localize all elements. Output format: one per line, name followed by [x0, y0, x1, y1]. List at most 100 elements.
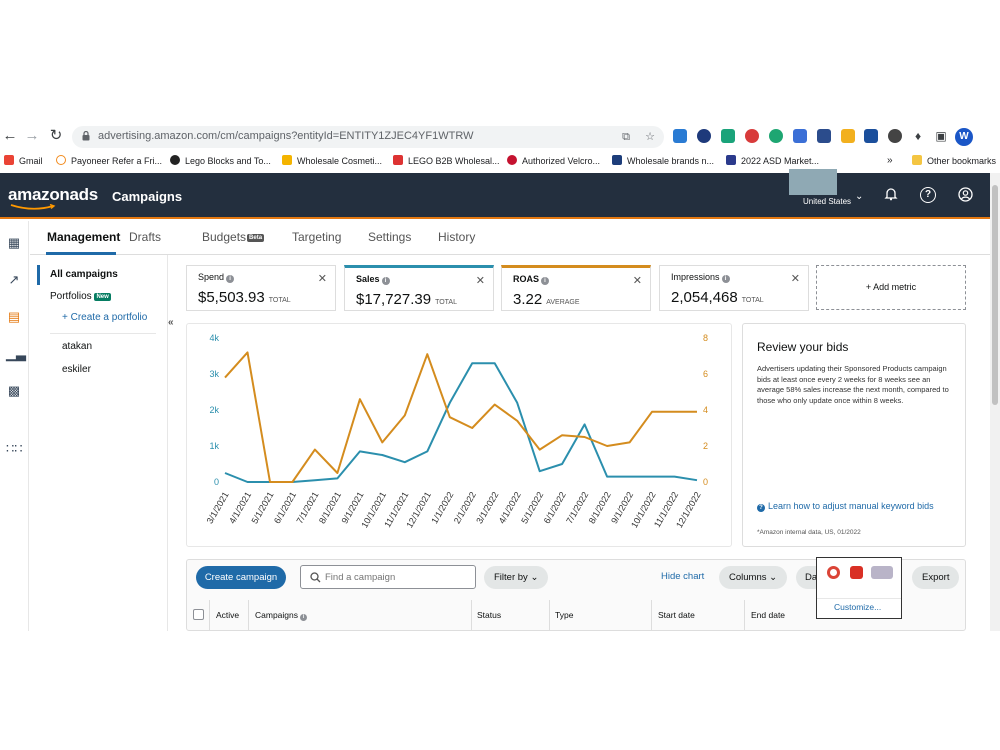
y-right-tick: 0: [703, 477, 708, 487]
page-scrollbar[interactable]: [990, 173, 1000, 631]
extension-icon-9[interactable]: [864, 129, 878, 143]
account-icon[interactable]: [957, 187, 973, 203]
metric-card-sales[interactable]: Sales i $17,727.39 TOTAL ✕: [344, 265, 494, 311]
chevron-down-icon[interactable]: ⌄: [855, 191, 864, 202]
extension-icon-8[interactable]: [841, 129, 855, 143]
extension-icon-6[interactable]: [793, 129, 807, 143]
reload-icon[interactable]: ↻: [49, 127, 63, 144]
column-header-type[interactable]: Type: [555, 610, 574, 620]
customize-link[interactable]: Customize...: [834, 602, 882, 612]
puzzle-icon[interactable]: ♦: [914, 129, 922, 143]
extension-icon-1[interactable]: [673, 129, 687, 143]
review-body: Advertisers updating their Sponsored Pro…: [757, 364, 949, 405]
performance-chart: 01k2k3k4k024683/1/20214/1/20215/1/20216/…: [205, 333, 708, 530]
tab-bar: Management Drafts Budgets Beta Targeting …: [30, 221, 990, 255]
extension-icon-3[interactable]: [721, 129, 735, 143]
column-header-start-date[interactable]: Start date: [658, 610, 695, 620]
other-bookmarks[interactable]: Other bookmarks: [912, 154, 996, 168]
portfolios-heading: Portfolios New: [50, 291, 111, 302]
column-header-end-date[interactable]: End date: [751, 610, 786, 620]
velcro-icon: [507, 155, 517, 165]
share-icon[interactable]: ⧉: [622, 131, 630, 143]
close-icon[interactable]: ✕: [790, 273, 800, 285]
trend-icon[interactable]: ↗: [8, 272, 20, 287]
record-icon[interactable]: [850, 566, 863, 579]
close-icon[interactable]: ✕: [475, 275, 485, 287]
bookmark-lego-blocks[interactable]: Lego Blocks and To...: [170, 154, 271, 168]
bookmark-wholesale-brands[interactable]: Wholesale brands n...: [612, 154, 714, 168]
dashboard-icon[interactable]: ▦: [7, 235, 21, 250]
tab-drafts[interactable]: Drafts: [129, 230, 162, 244]
learn-more-link[interactable]: ? Learn how to adjust manual keyword bids: [757, 500, 953, 513]
extension-icon-2[interactable]: [697, 129, 711, 143]
extension-popup: Customize...: [816, 557, 902, 619]
create-portfolio-link[interactable]: + Create a portfolio: [62, 312, 148, 323]
extension-icon-7[interactable]: [817, 129, 831, 143]
sidepanel-icon[interactable]: ▣: [935, 129, 947, 143]
bookmark-velcro[interactable]: Authorized Velcro...: [507, 154, 600, 168]
portfolio-item[interactable]: eskiler: [62, 364, 91, 375]
add-metric-button[interactable]: + Add metric: [816, 265, 966, 310]
apps-grid-icon[interactable]: ∷∷: [6, 441, 23, 456]
bookmark-asd-market[interactable]: 2022 ASD Market...: [726, 154, 819, 168]
metric-card-spend[interactable]: Spend i $5,503.93 TOTAL ✕: [186, 265, 336, 311]
column-header-status[interactable]: Status: [477, 610, 502, 620]
column-header-campaigns[interactable]: Campaigns i: [255, 610, 307, 621]
portfolio-panel: All campaigns Portfolios New + Create a …: [37, 255, 168, 631]
close-icon[interactable]: ✕: [317, 273, 327, 285]
filter-button[interactable]: Filter by ⌄: [484, 566, 549, 589]
bookmarks-overflow[interactable]: »: [887, 155, 893, 166]
metric-card-impressions[interactable]: Impressions i 2,054,468 TOTAL ✕: [659, 265, 809, 311]
hide-chart-link[interactable]: Hide chart: [661, 571, 705, 582]
metric-value: $17,727.39: [356, 291, 432, 308]
export-button[interactable]: Export: [912, 566, 960, 589]
bookmark-lego-b2b[interactable]: LEGO B2B Wholesal...: [393, 154, 500, 168]
columns-button[interactable]: Columns ⌄: [719, 566, 788, 589]
roas-series-line[interactable]: [224, 351, 697, 483]
tab-management[interactable]: Management: [47, 230, 121, 244]
forward-icon[interactable]: →: [24, 127, 40, 144]
help-icon[interactable]: ?: [920, 187, 936, 203]
search-box[interactable]: [300, 565, 476, 589]
address-bar[interactable]: advertising.amazon.com/cm/campaigns?enti…: [72, 126, 664, 148]
bookmark-payoneer[interactable]: Payoneer Refer a Fri...: [56, 154, 162, 168]
media-icon[interactable]: ▩: [7, 383, 21, 398]
bookmark-gmail[interactable]: Gmail: [4, 154, 43, 168]
extension-icon-5[interactable]: [769, 129, 783, 143]
info-icon: i: [300, 614, 307, 621]
metric-card-roas[interactable]: ROAS i 3.22 AVERAGE ✕: [501, 265, 651, 311]
profile-avatar[interactable]: W: [955, 128, 973, 146]
tab-history[interactable]: History: [438, 230, 476, 244]
back-icon[interactable]: ←: [2, 127, 18, 144]
all-campaigns-link[interactable]: All campaigns: [50, 269, 118, 280]
create-campaign-button[interactable]: Create campaign: [196, 566, 286, 589]
sales-series-line[interactable]: [224, 362, 698, 483]
search-input[interactable]: [325, 569, 473, 585]
extension-icon-10[interactable]: [888, 129, 902, 143]
y-left-tick: 3k: [209, 369, 219, 379]
star-icon[interactable]: ☆: [645, 131, 655, 143]
portfolio-item[interactable]: atakan: [62, 341, 93, 352]
pen-icon[interactable]: [871, 566, 893, 579]
tab-targeting[interactable]: Targeting: [292, 230, 342, 244]
y-right-tick: 8: [703, 333, 708, 343]
collapse-panel-icon[interactable]: «: [168, 317, 174, 328]
extension-icon-4[interactable]: [745, 129, 759, 143]
folder-icon: [912, 155, 922, 165]
tab-budgets[interactable]: Budgets Beta: [202, 230, 265, 244]
chrome-icon[interactable]: [827, 566, 840, 579]
info-icon: i: [541, 277, 550, 285]
amazon-ads-logo[interactable]: amazonads: [8, 185, 98, 210]
close-icon[interactable]: ✕: [632, 275, 642, 287]
reports-icon[interactable]: ▁▃: [6, 346, 26, 361]
chevron-down-icon: ⌄: [530, 572, 539, 583]
marketplace-selector[interactable]: United States: [803, 197, 852, 206]
bookmark-wholesale-cosmetics[interactable]: Wholesale Cosmeti...: [282, 154, 382, 168]
bell-icon[interactable]: [883, 187, 899, 203]
column-header-active[interactable]: Active: [216, 610, 240, 620]
panel-divider: [50, 333, 156, 334]
scrollbar-thumb[interactable]: [992, 185, 998, 405]
campaign-manager-icon[interactable]: ▤: [7, 309, 21, 324]
tab-settings[interactable]: Settings: [368, 230, 412, 244]
select-all-checkbox[interactable]: [193, 609, 204, 620]
